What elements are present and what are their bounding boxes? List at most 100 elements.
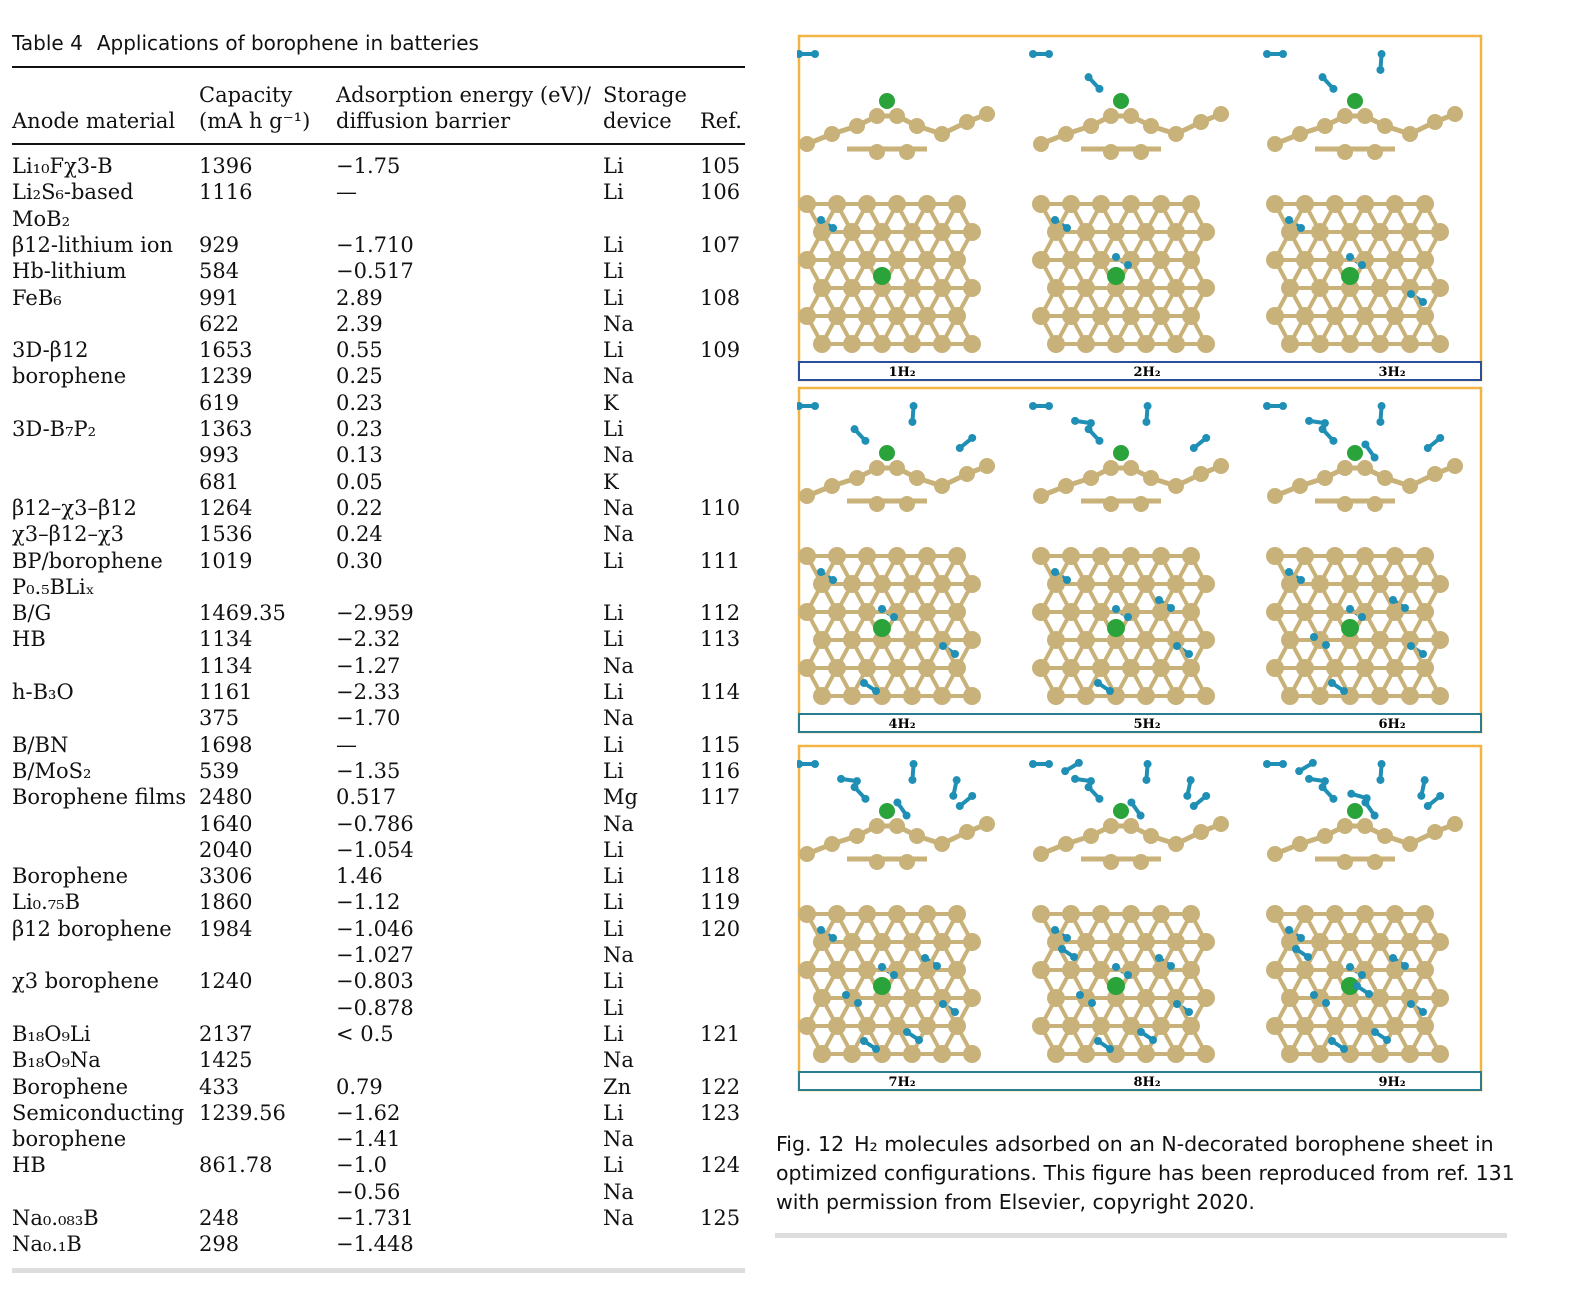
- cell-anode: χ3–β12–χ3: [12, 522, 125, 547]
- hydrogen-atom: [1304, 953, 1312, 961]
- cell-capacity: 1698: [199, 732, 253, 757]
- nitrogen-atom: [879, 445, 895, 461]
- hydrogen-atom: [1263, 760, 1271, 768]
- hydrogen-atom: [1173, 1000, 1181, 1008]
- cell-anode: β12 borophene: [12, 916, 172, 941]
- cell-energy: −0.803: [336, 969, 414, 994]
- nitrogen-atom: [1107, 267, 1125, 285]
- boron-atom: [1092, 195, 1110, 213]
- hydrogen-atom: [1106, 1045, 1114, 1053]
- boron-atom: [1032, 195, 1050, 213]
- hydrogen-atom: [1029, 402, 1037, 410]
- boron-atom: [1107, 335, 1125, 353]
- boron-atom: [1092, 1017, 1110, 1035]
- hydrogen-atom: [1419, 298, 1427, 306]
- cell-energy: −1.75: [336, 154, 401, 178]
- boron-atom: [948, 961, 966, 979]
- boron-atom: [843, 687, 861, 705]
- hydrogen-atom: [1305, 774, 1314, 783]
- hydrogen-atom: [1371, 1028, 1379, 1036]
- cell-device: Na: [603, 443, 634, 468]
- cell-capacity: 3306: [199, 864, 253, 889]
- boron-atom: [909, 118, 925, 134]
- cell-ref: 110: [700, 495, 741, 520]
- cell-device: K: [603, 469, 619, 494]
- boron-atom: [888, 905, 906, 923]
- boron-atom: [1168, 126, 1184, 142]
- boron-atom: [1133, 496, 1149, 512]
- boron-atom: [1197, 335, 1215, 353]
- hydrogen-atom: [1322, 999, 1330, 1007]
- boron-atom: [1311, 1045, 1329, 1063]
- cell-anode: 3D-β12: [12, 338, 89, 363]
- cell-capacity: 1134: [199, 653, 253, 678]
- boron-atom: [858, 547, 876, 565]
- boron-atom: [1197, 989, 1215, 1007]
- boron-atom: [889, 108, 905, 124]
- boron-atom: [1123, 460, 1139, 476]
- cell-ref: 112: [700, 601, 741, 626]
- boron-atom: [1267, 488, 1283, 504]
- boron-atom: [1281, 279, 1299, 297]
- boron-atom: [948, 307, 966, 325]
- side-view: [799, 803, 995, 870]
- boron-atom: [1123, 108, 1139, 124]
- nitrogen-atom: [1341, 977, 1359, 995]
- boron-atom: [873, 223, 891, 241]
- boron-atom: [1326, 195, 1344, 213]
- boron-atom: [1311, 335, 1329, 353]
- boron-atom: [1431, 989, 1449, 1007]
- hydrogen-atom: [1070, 953, 1078, 961]
- boron-atom: [888, 251, 906, 269]
- boron-atom: [1266, 307, 1284, 325]
- hydrogen-atom: [1376, 775, 1385, 784]
- boron-atom: [1143, 470, 1159, 486]
- cell-ref: 116: [700, 758, 741, 783]
- boron-atom: [888, 1017, 906, 1035]
- cell-capacity: 1116: [199, 180, 253, 205]
- hydrogen-atom: [1423, 444, 1432, 453]
- hydrogen-atom: [829, 224, 837, 232]
- boron-atom: [903, 933, 921, 951]
- hydrogen-atom: [1124, 261, 1132, 269]
- hydrogen-atom: [1320, 419, 1329, 428]
- side-view: [1033, 93, 1229, 160]
- hydrogen-atom: [861, 436, 870, 445]
- boron-atom: [948, 195, 966, 213]
- boron-atom: [1337, 144, 1353, 160]
- hydrogen-atom: [1051, 216, 1059, 224]
- hydrogen-atom: [795, 50, 803, 58]
- boron-atom: [963, 279, 981, 297]
- hydrogen-atom: [811, 402, 819, 410]
- cell-ref: 123: [700, 1100, 741, 1125]
- hydrogen-atom: [1045, 50, 1053, 58]
- boron-atom: [798, 603, 816, 621]
- boron-atom: [889, 460, 905, 476]
- nitrogen-atom: [879, 93, 895, 109]
- cell-ref: 117: [700, 785, 741, 810]
- boron-atom: [1032, 1017, 1050, 1035]
- boron-atom: [899, 496, 915, 512]
- boron-atom: [1077, 687, 1095, 705]
- hydrogen-atom: [842, 991, 850, 999]
- boron-atom: [849, 118, 865, 134]
- nitrogen-atom: [1347, 445, 1363, 461]
- figure-rule: [775, 1233, 1507, 1238]
- boron-atom: [1062, 659, 1080, 677]
- cell-energy: −1.054: [336, 837, 414, 862]
- hydrogen-atom: [1084, 425, 1093, 434]
- boron-atom: [1103, 460, 1119, 476]
- hydrogen-atom: [1340, 1045, 1348, 1053]
- boron-atom: [1401, 933, 1419, 951]
- hydrogen-atom: [1029, 760, 1037, 768]
- hydrogen-atom: [811, 50, 819, 58]
- boron-atom: [828, 961, 846, 979]
- boron-atom: [1033, 136, 1049, 152]
- boron-atom: [1427, 824, 1443, 840]
- hydrogen-atom: [1167, 962, 1175, 970]
- boron-atom: [903, 687, 921, 705]
- cell-anode: Borophene: [12, 1074, 129, 1099]
- cell-device: Li: [603, 417, 624, 441]
- boron-atom: [1137, 223, 1155, 241]
- boron-atom: [1168, 478, 1184, 494]
